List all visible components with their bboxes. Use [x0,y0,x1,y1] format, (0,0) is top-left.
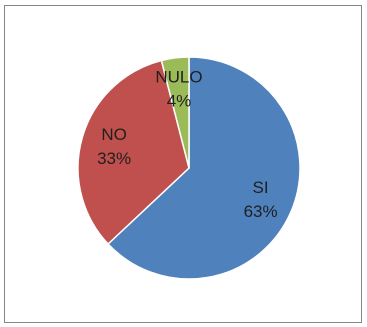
pie-chart: SI 63% NO 33% NULO 4% [77,56,301,280]
slice-name-label-si: SI [253,178,269,197]
slice-labels: SI 63% NO 33% NULO 4% [97,68,278,221]
slice-name-label-nulo: NULO [155,68,202,87]
pie-slice-si [107,56,301,280]
slice-percent-label-nulo: 4% [167,92,192,111]
chart-area: SI 63% NO 33% NULO 4% [4,5,362,323]
slice-percent-label-si: 63% [244,202,278,221]
pie-slices [77,56,301,280]
slice-name-label-no: NO [101,125,127,144]
slice-percent-label-no: 33% [97,149,131,168]
pie-slice-nulo [160,56,190,169]
pie-slice-no [77,59,190,246]
